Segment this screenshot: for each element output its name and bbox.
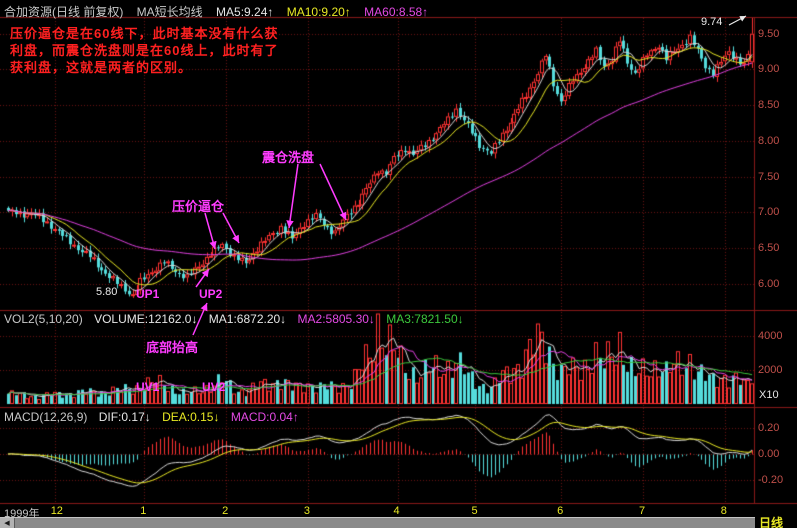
scroll-left-button[interactable]: ◀ — [0, 518, 15, 528]
volume-readout: VOLUME:12162.0↓ — [94, 312, 198, 326]
note-line: 获利盘，这就是两者的区别。 — [10, 60, 193, 75]
low-price-label: 5.80 — [96, 286, 118, 298]
month-label: 4 — [393, 505, 400, 517]
teaching-note: 压价逼仓是在60线下，此时基本没有什么获 利盘，而震仓洗盘则是在60线上，此时有… — [10, 25, 278, 76]
price-axis-label: 6.00 — [758, 277, 780, 290]
month-label: 12 — [50, 505, 63, 517]
volume-multiplier-label: X10 — [759, 389, 779, 401]
volume-header: VOL2(5,10,20) VOLUME:12162.0↓ MA1:6872.2… — [4, 312, 472, 326]
uv2-label: UV2 — [202, 380, 226, 394]
shakeout-label: 震仓洗盘 — [262, 150, 315, 165]
ma10-readout: MA10:9.20↑ — [286, 5, 351, 19]
month-label: 1 — [140, 505, 147, 517]
press-label: 压价逼仓 — [172, 199, 225, 214]
stock-title: 合加资源(日线 前复权) — [4, 5, 124, 19]
uv1-label: UV1 — [136, 380, 160, 394]
up2-label: UP2 — [199, 287, 223, 301]
time-axis: 12 1 2 3 4 5 6 7 8 — [0, 504, 754, 517]
high-price-label: 9.74 — [701, 16, 723, 28]
up1-label: UP1 — [136, 287, 160, 301]
bottom-rise-label: 底部抬高 — [146, 340, 199, 355]
price-axis-label: 6.50 — [758, 241, 780, 254]
month-label: 7 — [638, 505, 646, 517]
note-line: 压价逼仓是在60线下，此时基本没有什么获 — [10, 26, 279, 41]
ma60-readout: MA60:8.58↑ — [364, 5, 429, 19]
volume-axis-label: 2000 — [758, 364, 783, 376]
macd-axis-label: 0.20 — [758, 422, 780, 434]
ma5-readout: MA5:9.24↑ — [216, 5, 274, 19]
price-axis-label: 7.50 — [758, 170, 780, 183]
month-label: 3 — [303, 505, 311, 517]
chart-header: 合加资源(日线 前复权) MA短长均线 MA5:9.24↑ MA10:9.20↑… — [4, 3, 438, 20]
macd-header: MACD(12,26,9) DIF:0.17↓ DEA:0.15↓ MACD:0… — [4, 410, 307, 424]
month-label: 8 — [720, 505, 727, 517]
month-label: 2 — [222, 505, 229, 517]
period-label[interactable]: 日线 — [759, 516, 784, 528]
macd-readout: MACD:0.04↑ — [230, 410, 299, 424]
macd-axis-label: 0.00 — [758, 448, 780, 460]
price-axis-label: 8.00 — [758, 134, 780, 147]
indicator-name-label: MA短长均线 — [136, 5, 203, 19]
volume-indicator-name: VOL2(5,10,20) — [4, 312, 83, 326]
price-axis-label: 8.50 — [758, 99, 780, 112]
month-label: 5 — [471, 505, 478, 517]
macd-axis-label: -0.20 — [758, 474, 784, 486]
volume-ma1-readout: MA1:6872.20↓ — [208, 312, 287, 326]
price-axis-label: 9.50 — [758, 27, 780, 40]
price-axis-label: 7.00 — [758, 206, 780, 219]
month-label: 6 — [557, 505, 564, 517]
dea-readout: DEA:0.15↓ — [162, 410, 220, 424]
price-axis-label: 9.00 — [758, 63, 780, 76]
note-line: 利盘，而震仓洗盘则是在60线上，此时有了 — [10, 43, 279, 58]
volume-axis-label: 4000 — [758, 330, 783, 342]
dif-readout: DIF:0.17↓ — [98, 410, 151, 424]
volume-ma2-readout: MA2:5805.30↓ — [297, 312, 375, 326]
macd-indicator-name: MACD(12,26,9) — [4, 410, 88, 424]
horizontal-scrollbar[interactable]: ◀ — [0, 517, 755, 528]
volume-ma3-readout: MA3:7821.50↓ — [386, 312, 464, 326]
